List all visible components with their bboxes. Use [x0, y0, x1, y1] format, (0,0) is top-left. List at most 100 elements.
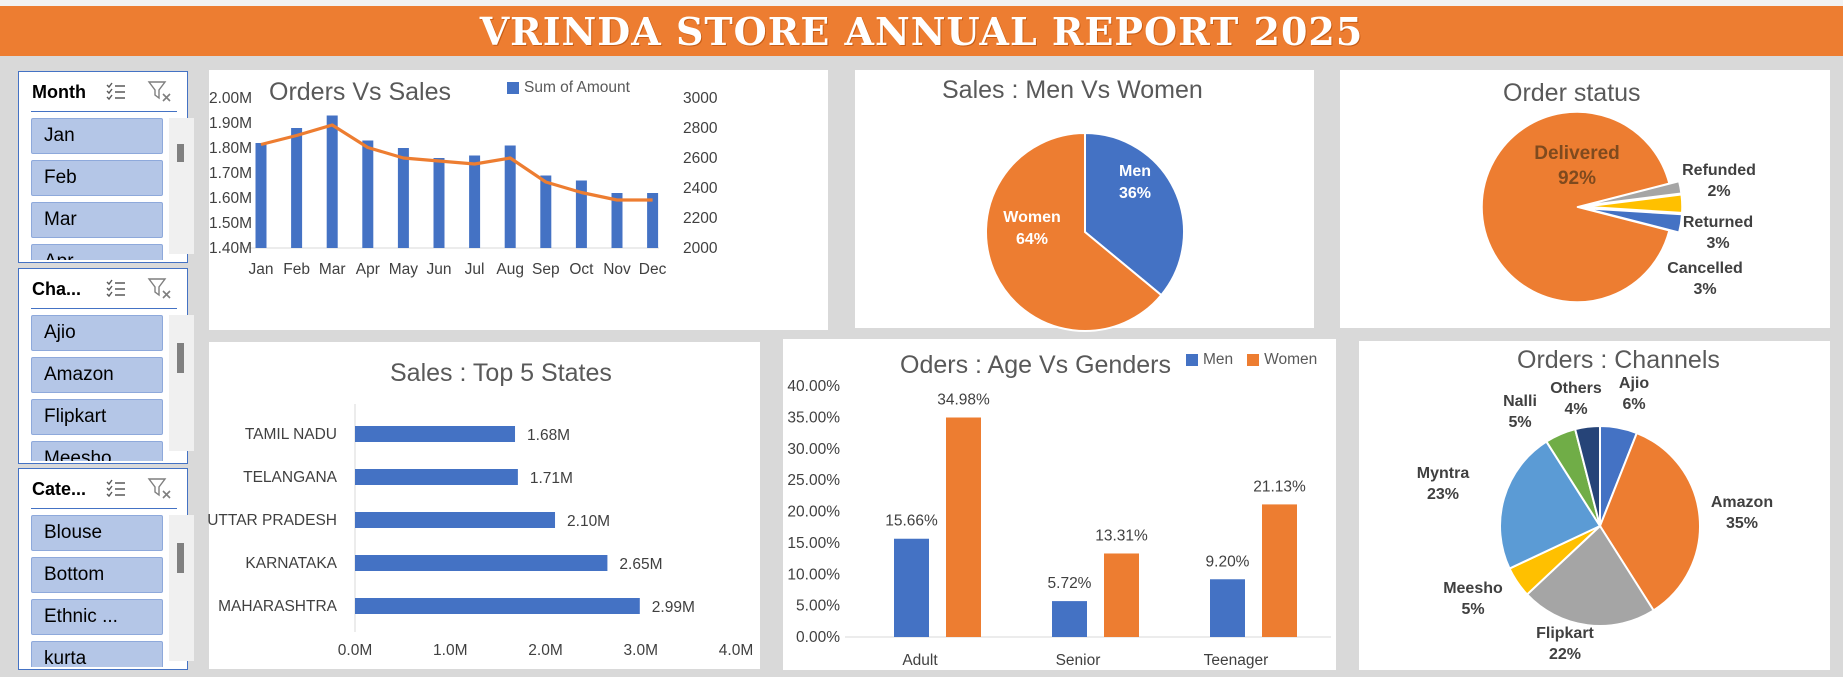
pie-value-amazon: 35%	[1726, 515, 1758, 532]
y-tick-label: 1.60M	[209, 190, 252, 207]
y2-tick-label: 2200	[683, 210, 718, 227]
x-tick-label: Nov	[603, 261, 631, 278]
orders-vs-sales-chart[interactable]: Orders Vs Sales Sum of Amount 1.40M 1.50M…	[209, 70, 828, 330]
pie-label-meesho: Meesho	[1443, 580, 1503, 597]
channels-pie: Ajio 6% Amazon 35% Flipkart 22% Meesho 5% Myntra…	[1417, 375, 1773, 663]
slicer-item-feb[interactable]: Feb	[31, 160, 163, 196]
pie-value-delivered: 92%	[1558, 168, 1596, 189]
y-tick-label: 40.00%	[787, 378, 840, 395]
slicer-item-mar[interactable]: Mar	[31, 202, 163, 238]
channels-chart[interactable]: Orders : Channels Ajio 6% Amazon 35% Flipkar…	[1359, 341, 1830, 670]
gender-slice-women	[985, 131, 1163, 332]
y2-tick-label: 2800	[683, 120, 718, 137]
data-label: 34.98%	[937, 392, 990, 409]
slicer-item-jan[interactable]: Jan	[31, 118, 163, 154]
y-tick-label: 10.00%	[787, 566, 840, 583]
x-tick-label: 3.0M	[624, 642, 658, 659]
bar-teenager-women	[1262, 504, 1297, 637]
bar-jul	[469, 155, 481, 248]
x-tick-label: 1.0M	[433, 642, 467, 659]
pie-label-amazon: Amazon	[1711, 494, 1773, 511]
clear-filter-icon[interactable]	[147, 277, 171, 299]
bar-karnataka	[355, 555, 608, 571]
bar-teenager-men	[1210, 579, 1245, 637]
pie-label-women: Women	[1003, 209, 1060, 226]
pie-label-nalli: Nalli	[1503, 393, 1537, 410]
clear-filter-icon[interactable]	[147, 80, 171, 102]
top-states-chart[interactable]: Sales : Top 5 States TAMIL NADU 1.68M TELA…	[207, 342, 760, 669]
chart-title: Orders Vs Sales	[269, 78, 452, 106]
scroll-thumb[interactable]	[177, 144, 184, 162]
data-label: 13.31%	[1095, 527, 1148, 544]
month-slicer[interactable]: Month Jan Feb Mar Apr	[18, 71, 194, 263]
status-slice-refunded	[1586, 180, 1682, 206]
chart-title: Orders : Channels	[1517, 346, 1720, 374]
category-slicer[interactable]: Cate... Blouse Bottom Ethnic ... kurta	[18, 468, 194, 670]
scroll-thumb[interactable]	[177, 343, 184, 373]
scroll-thumb[interactable]	[177, 543, 184, 573]
y-tick-label: TAMIL NADU	[245, 426, 337, 443]
multi-select-icon[interactable]	[105, 478, 127, 498]
y-tick-label: UTTAR PRADESH	[207, 512, 337, 529]
multi-select-icon[interactable]	[105, 278, 127, 298]
sales-gender-chart[interactable]: Sales : Men Vs Women Men 36% Women 64%	[855, 70, 1314, 332]
slicer-scrollbar[interactable]	[169, 118, 194, 254]
data-label: 1.71M	[530, 470, 573, 487]
pie-value-women: 64%	[1016, 231, 1048, 248]
y2-tick-label: 2600	[683, 150, 718, 167]
gender-slice-men	[1084, 131, 1185, 297]
pie-label-cancelled: Cancelled	[1667, 260, 1743, 277]
slicer-item-ethnic[interactable]: Ethnic ...	[31, 599, 163, 635]
x-tick-label: Aug	[496, 261, 524, 278]
pie-value-myntra: 23%	[1427, 486, 1459, 503]
order-status-pie: Delivered 92% Refunded 2% Returned 3% Cancelle…	[1481, 111, 1756, 303]
pie-label-ajio: Ajio	[1619, 375, 1649, 392]
pie-value-men: 36%	[1119, 185, 1151, 202]
pie-value-flipkart: 22%	[1549, 646, 1581, 663]
y-tick-label: 1.70M	[209, 165, 252, 182]
slicer-scrollbar[interactable]	[169, 515, 194, 661]
slicer-title: Cha...	[32, 279, 82, 299]
data-label: 1.68M	[527, 427, 570, 444]
slicer-item-amazon[interactable]: Amazon	[31, 357, 163, 393]
y-tick-label: 35.00%	[787, 409, 840, 426]
age-gender-chart[interactable]: Oders : Age Vs Genders Men Women 0.00% 5.…	[783, 339, 1336, 670]
data-label: 2.10M	[567, 513, 610, 530]
slicer-item-meesho[interactable]: Meesho	[31, 441, 163, 461]
y-tick-label: 1.40M	[209, 240, 252, 257]
multi-select-icon[interactable]	[105, 81, 127, 101]
pie-value-ajio: 6%	[1622, 396, 1645, 413]
pie-value-nalli: 5%	[1508, 414, 1531, 431]
clear-filter-icon[interactable]	[147, 477, 171, 499]
y-tick-label: MAHARASHTRA	[218, 598, 338, 615]
slicer-item-apr[interactable]: Apr	[31, 244, 163, 260]
slicer-title: Month	[32, 82, 86, 102]
report-banner: VRINDA STORE ANNUAL REPORT 2025	[0, 6, 1843, 56]
slicer-item-ajio[interactable]: Ajio	[31, 315, 163, 351]
order-status-chart[interactable]: Order status Delivered 92% Refunded 2% Retur…	[1340, 70, 1830, 328]
bar-may	[397, 148, 409, 248]
channel-slicer[interactable]: Cha... Ajio Amazon Flipkart Meesho	[18, 268, 194, 464]
report-title: VRINDA STORE ANNUAL REPORT 2025	[479, 8, 1364, 54]
sales-gender-pie: Men 36% Women 64%	[985, 131, 1185, 332]
x-tick-label: Sep	[532, 261, 560, 278]
bar-dec	[647, 193, 659, 248]
slicer-scrollbar[interactable]	[169, 315, 194, 451]
slicer-item-blouse[interactable]: Blouse	[31, 515, 163, 551]
y-tick-label: 1.90M	[209, 115, 252, 132]
bar-adult-men	[894, 538, 929, 637]
y2-tick-label: 2400	[683, 180, 718, 197]
bar-senior-women	[1104, 553, 1139, 637]
bar-mar	[326, 115, 338, 248]
pie-label-flipkart: Flipkart	[1536, 625, 1594, 642]
y-tick-label: 5.00%	[796, 598, 840, 615]
pie-label-men: Men	[1119, 163, 1151, 180]
bar-sep	[540, 175, 552, 248]
slicer-item-bottom[interactable]: Bottom	[31, 557, 163, 593]
x-tick-label: Dec	[639, 261, 667, 278]
slicer-item-flipkart[interactable]: Flipkart	[31, 399, 163, 435]
slicer-item-kurta[interactable]: kurta	[31, 641, 163, 667]
slicer-item-list: Jan Feb Mar Apr	[31, 118, 163, 260]
data-label: 2.65M	[619, 556, 662, 573]
status-slice-returned	[1586, 193, 1683, 214]
